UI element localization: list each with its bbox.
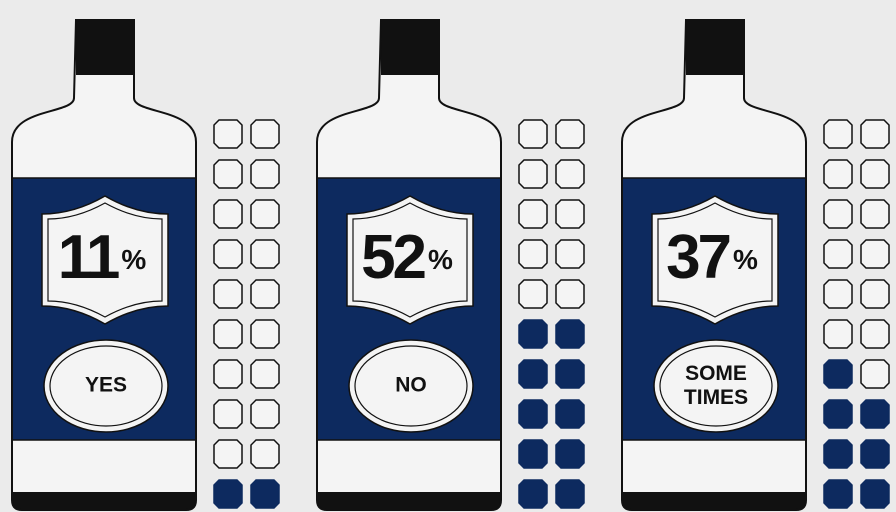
icon: [519, 400, 547, 428]
bottle-cap: [381, 20, 439, 75]
icon: [556, 440, 584, 468]
icon: [556, 200, 584, 228]
icon: [519, 320, 547, 348]
icon: [824, 480, 852, 508]
icon: [519, 160, 547, 188]
icon: [251, 240, 279, 268]
icon: [824, 120, 852, 148]
icon: [519, 360, 547, 388]
infographic: 11% YES 52% NO 37% SOMETIMES: [0, 0, 896, 512]
icon: [861, 280, 889, 308]
bottle-cap: [686, 20, 744, 75]
answer-line: TIMES: [684, 386, 748, 409]
icon: [861, 440, 889, 468]
percent-unit: %: [121, 244, 146, 275]
icon: [519, 120, 547, 148]
icon: [214, 160, 242, 188]
icon: [861, 200, 889, 228]
icon: [251, 360, 279, 388]
icon: [214, 480, 242, 508]
icon: [251, 280, 279, 308]
icon: [214, 240, 242, 268]
icon: [214, 280, 242, 308]
icon: [556, 320, 584, 348]
icon: [861, 480, 889, 508]
icon: [251, 400, 279, 428]
icon: [556, 360, 584, 388]
percent-value: 11: [58, 223, 119, 292]
icon: [556, 120, 584, 148]
percent-unit: %: [428, 244, 453, 275]
icon: [861, 120, 889, 148]
icon: [824, 160, 852, 188]
icon: [861, 240, 889, 268]
answer-label: NO: [395, 374, 427, 397]
bottle-group: 11% YES: [12, 20, 279, 512]
icon: [251, 320, 279, 348]
icon: [214, 440, 242, 468]
icon: [824, 320, 852, 348]
icon: [861, 160, 889, 188]
icon: [251, 120, 279, 148]
icon: [824, 280, 852, 308]
percent-value: 52: [361, 223, 424, 292]
icon: [824, 400, 852, 428]
icon: [251, 200, 279, 228]
answer-line: SOME: [685, 362, 747, 385]
icon: [861, 320, 889, 348]
icon: [214, 200, 242, 228]
icon: [251, 480, 279, 508]
icon: [519, 240, 547, 268]
icon: [519, 280, 547, 308]
icon: [251, 440, 279, 468]
icon: [824, 360, 852, 388]
icon: [556, 160, 584, 188]
bottle-group: 52% NO: [317, 20, 584, 512]
icon: [824, 440, 852, 468]
bottle-cap: [76, 20, 134, 75]
icon: [824, 240, 852, 268]
answer-label: YES: [85, 374, 127, 397]
percent-unit: %: [733, 244, 758, 275]
percent-value: 37: [666, 223, 729, 292]
icon: [214, 320, 242, 348]
icon: [214, 360, 242, 388]
icon: [519, 200, 547, 228]
icon: [214, 400, 242, 428]
icon: [214, 120, 242, 148]
icon: [824, 200, 852, 228]
icon: [519, 480, 547, 508]
icon: [556, 240, 584, 268]
icon: [556, 480, 584, 508]
icon: [251, 160, 279, 188]
icon: [861, 360, 889, 388]
icon: [519, 440, 547, 468]
icon: [556, 280, 584, 308]
icon: [556, 400, 584, 428]
icon: [861, 400, 889, 428]
